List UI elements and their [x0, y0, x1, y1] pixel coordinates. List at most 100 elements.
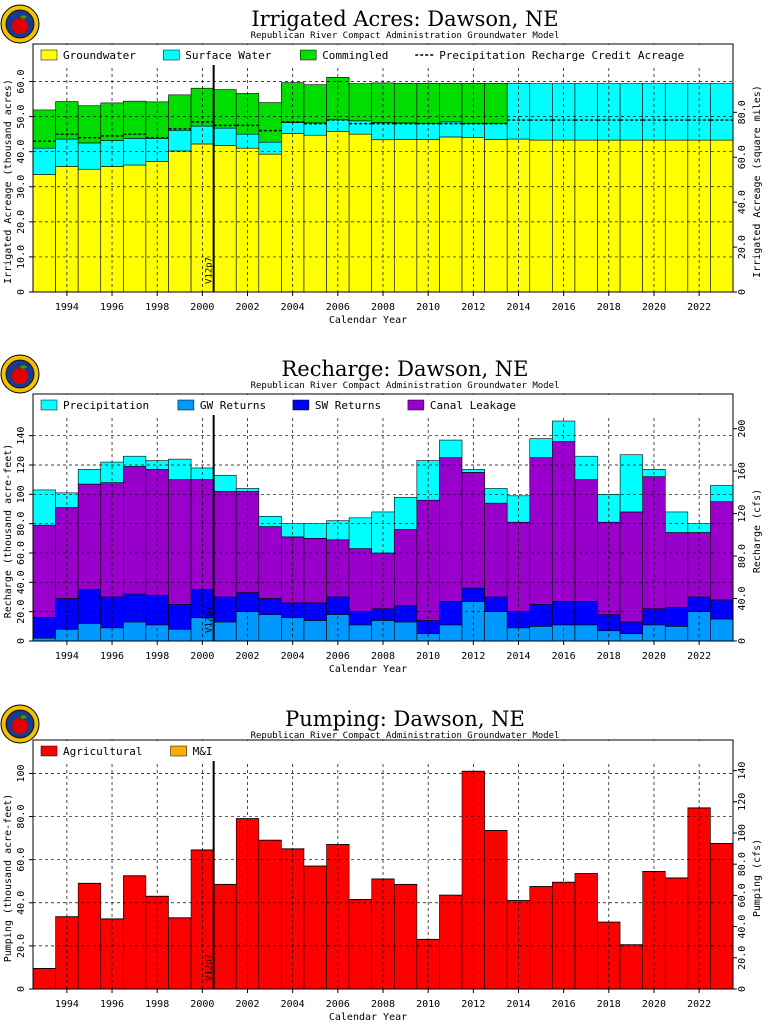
bar-sw-returns-2002: [236, 593, 259, 612]
bar-gw-returns-2015: [530, 626, 553, 641]
x-tick-label: 2008: [371, 302, 395, 313]
bar-commingled-2013: [485, 83, 508, 123]
legend-label: Agricultural: [63, 745, 142, 758]
x-tick-label: 2012: [461, 651, 485, 662]
bar-gw-returns-2017: [575, 625, 598, 641]
bar-sw-returns-1997: [123, 594, 146, 622]
bar-gw-returns-2005: [304, 620, 327, 641]
x-tick-label: 2010: [416, 651, 440, 662]
bar-sw-returns-2023: [710, 600, 733, 619]
bar-precipitation-1999: [168, 459, 191, 480]
bar-precipitation-2011: [439, 440, 462, 458]
x-tick-label: 2016: [552, 999, 576, 1010]
bar-surface-water-2003: [259, 142, 282, 154]
bar-groundwater-2021: [665, 140, 688, 292]
y2-axis-title: Irrigated Acreage (square miles): [752, 85, 763, 278]
bar-precipitation-1995: [78, 469, 101, 484]
y2-tick-label: 0: [737, 986, 748, 992]
x-tick-label: 2002: [235, 651, 259, 662]
bar-precipitation-2017: [575, 456, 598, 479]
x-tick-label: 1996: [100, 999, 124, 1010]
bar-precipitation-2001: [214, 475, 237, 491]
bar-agricultural-1996: [101, 919, 124, 989]
bar-canal-leakage-1997: [123, 466, 146, 594]
leaf-icon: [20, 15, 26, 18]
x-tick-label: 2018: [597, 651, 621, 662]
bar-agricultural-1997: [123, 876, 146, 989]
bar-groundwater-2014: [507, 139, 530, 292]
bar-groundwater-2009: [394, 139, 417, 292]
legend: Agricultural M&I: [34, 741, 732, 761]
bar-gw-returns-2016: [552, 625, 575, 641]
legend-label: M&I: [193, 745, 213, 758]
x-tick-label: 2020: [642, 651, 666, 662]
bar-canal-leakage-2017: [575, 480, 598, 602]
x-tick-label: 2002: [235, 302, 259, 313]
x-tick-label: 2012: [461, 999, 485, 1010]
version-marker-label: V12p7: [205, 954, 215, 981]
bar-commingled-2009: [394, 83, 417, 123]
x-tick-label: 2020: [642, 999, 666, 1010]
bar-gw-returns-2007: [349, 625, 372, 641]
bar-agricultural-2020: [643, 872, 666, 989]
y-tick-label: 40.0: [16, 891, 27, 915]
bar-sw-returns-2011: [439, 601, 462, 624]
chart-title: Recharge: Dawson, NE: [281, 357, 528, 381]
bar-gw-returns-1999: [168, 629, 191, 641]
bar-gw-returns-2013: [485, 612, 508, 641]
legend-swatch-2: [293, 400, 309, 410]
y-tick-label: 20.0: [16, 600, 27, 624]
bar-sw-returns-2001: [214, 597, 237, 622]
bar-groundwater-2023: [710, 140, 733, 292]
bar-sw-returns-2015: [530, 604, 553, 626]
bar-gw-returns-1998: [146, 625, 169, 641]
bar-agricultural-2013: [485, 831, 508, 989]
bar-groundwater-2022: [688, 140, 711, 292]
y-tick-label: 40.0: [16, 570, 27, 594]
legend-swatch-1: [41, 50, 57, 60]
legend-swatch-1: [41, 746, 57, 756]
bar-gw-returns-2001: [214, 622, 237, 641]
y2-tick-label: 160: [737, 462, 748, 480]
bar-agricultural-1993: [33, 969, 56, 989]
bar-canal-leakage-2021: [665, 532, 688, 607]
x-tick-label: 1996: [100, 302, 124, 313]
bar-precipitation-2012: [462, 469, 485, 472]
bar-groundwater-1997: [123, 165, 146, 292]
y2-tick-label: 20.0: [737, 946, 748, 970]
bar-agricultural-2011: [439, 895, 462, 989]
version-marker-label: V12p7: [205, 257, 215, 284]
bar-canal-leakage-2002: [236, 491, 259, 592]
bar-precipitation-2005: [304, 524, 327, 539]
y-tick-label: 20.0: [16, 934, 27, 958]
x-tick-label: 2020: [642, 302, 666, 313]
bar-surface-water-2021: [665, 84, 688, 140]
x-axis-title: Calendar Year: [329, 1012, 407, 1023]
x-tick-label: 2022: [687, 651, 711, 662]
logo-seal: [1, 5, 39, 43]
bar-surface-water-2009: [394, 123, 417, 139]
y-tick-label: 0: [16, 986, 27, 992]
bar-groundwater-2013: [485, 139, 508, 292]
bar-canal-leakage-2007: [349, 549, 372, 612]
bar-groundwater-2005: [304, 135, 327, 292]
bar-groundwater-2008: [372, 140, 395, 292]
bar-precipitation-2023: [710, 486, 733, 502]
bar-sw-returns-1993: [33, 618, 56, 639]
y2-tick-label: 40.0: [737, 915, 748, 939]
bar-surface-water-2019: [620, 84, 643, 140]
legend-swatch-4: [41, 400, 57, 410]
bar-agricultural-2019: [620, 945, 643, 989]
y-tick-label: 40.0: [16, 140, 27, 164]
y-tick-label: 100: [16, 485, 27, 503]
x-tick-label: 1994: [55, 999, 79, 1010]
y2-tick-label: 0: [737, 638, 748, 644]
bar-gw-returns-2023: [710, 619, 733, 641]
bar-surface-water-2013: [485, 123, 508, 139]
